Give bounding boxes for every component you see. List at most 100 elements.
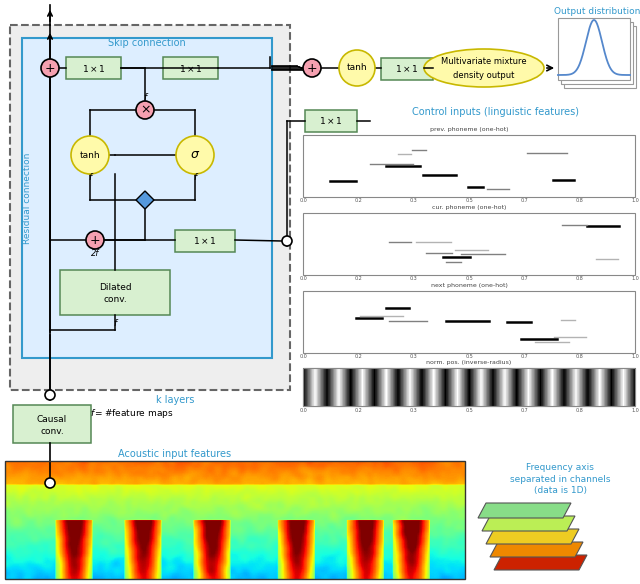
Bar: [445, 368, 446, 406]
Bar: [412, 368, 413, 406]
Bar: [551, 368, 552, 406]
Bar: [555, 368, 556, 406]
Bar: [313, 368, 314, 406]
Bar: [564, 368, 565, 406]
Bar: [558, 368, 559, 406]
Bar: [305, 368, 306, 406]
Bar: [371, 368, 372, 406]
Bar: [327, 368, 328, 406]
Bar: [582, 368, 583, 406]
Bar: [378, 368, 380, 406]
Bar: [458, 368, 460, 406]
Polygon shape: [482, 516, 575, 531]
Bar: [512, 368, 513, 406]
Text: 0.7: 0.7: [520, 199, 528, 203]
Bar: [585, 368, 586, 406]
Bar: [369, 368, 371, 406]
Bar: [614, 368, 615, 406]
Bar: [559, 368, 560, 406]
Bar: [470, 368, 471, 406]
Bar: [456, 368, 458, 406]
Bar: [630, 368, 631, 406]
Bar: [577, 368, 578, 406]
Bar: [373, 368, 374, 406]
Text: f: f: [88, 173, 92, 182]
Bar: [561, 368, 563, 406]
Bar: [566, 368, 567, 406]
Bar: [563, 368, 564, 406]
Bar: [415, 368, 416, 406]
Circle shape: [71, 136, 109, 174]
Text: f: f: [113, 318, 116, 328]
Bar: [490, 368, 492, 406]
Bar: [613, 368, 614, 406]
Bar: [321, 368, 323, 406]
Bar: [336, 368, 337, 406]
FancyBboxPatch shape: [10, 25, 290, 390]
Bar: [576, 368, 577, 406]
Bar: [353, 368, 354, 406]
Bar: [388, 368, 390, 406]
Text: (data is 1D): (data is 1D): [534, 486, 586, 495]
Bar: [382, 368, 383, 406]
Bar: [356, 368, 358, 406]
Bar: [488, 368, 489, 406]
Bar: [517, 368, 518, 406]
Bar: [455, 368, 456, 406]
Bar: [348, 368, 349, 406]
Bar: [536, 368, 538, 406]
Bar: [307, 368, 308, 406]
Bar: [323, 368, 324, 406]
Bar: [632, 368, 633, 406]
Bar: [548, 368, 549, 406]
Bar: [318, 368, 319, 406]
Bar: [451, 368, 452, 406]
Bar: [465, 368, 467, 406]
Bar: [446, 368, 447, 406]
Bar: [305, 368, 307, 406]
Bar: [482, 368, 483, 406]
Bar: [607, 368, 608, 406]
Bar: [572, 368, 573, 406]
Bar: [314, 368, 315, 406]
Bar: [584, 368, 586, 406]
Bar: [529, 368, 531, 406]
Bar: [598, 368, 599, 406]
Bar: [568, 368, 569, 406]
Bar: [321, 368, 322, 406]
Bar: [620, 368, 621, 406]
Bar: [513, 368, 514, 406]
Bar: [425, 368, 426, 406]
Bar: [380, 368, 381, 406]
Text: Causal: Causal: [37, 415, 67, 423]
Bar: [495, 368, 496, 406]
Bar: [362, 368, 364, 406]
Bar: [602, 368, 604, 406]
Bar: [403, 368, 404, 406]
Bar: [419, 368, 420, 406]
Text: $1 \times 1$: $1 \times 1$: [319, 116, 343, 127]
Bar: [475, 368, 476, 406]
Bar: [387, 368, 388, 406]
Bar: [602, 368, 603, 406]
Bar: [339, 368, 340, 406]
Bar: [564, 368, 566, 406]
Bar: [623, 368, 624, 406]
Bar: [424, 368, 426, 406]
Bar: [594, 368, 595, 406]
Bar: [615, 368, 616, 406]
FancyBboxPatch shape: [558, 18, 630, 80]
Bar: [338, 368, 339, 406]
Text: $1 \times 1$: $1 \times 1$: [395, 64, 419, 75]
Text: +: +: [90, 234, 100, 246]
Bar: [390, 368, 391, 406]
Bar: [530, 368, 531, 406]
Bar: [531, 368, 532, 406]
Bar: [453, 368, 454, 406]
Bar: [401, 368, 403, 406]
FancyBboxPatch shape: [561, 22, 633, 84]
Bar: [351, 368, 352, 406]
Bar: [628, 368, 630, 406]
Bar: [471, 368, 472, 406]
Bar: [481, 368, 483, 406]
